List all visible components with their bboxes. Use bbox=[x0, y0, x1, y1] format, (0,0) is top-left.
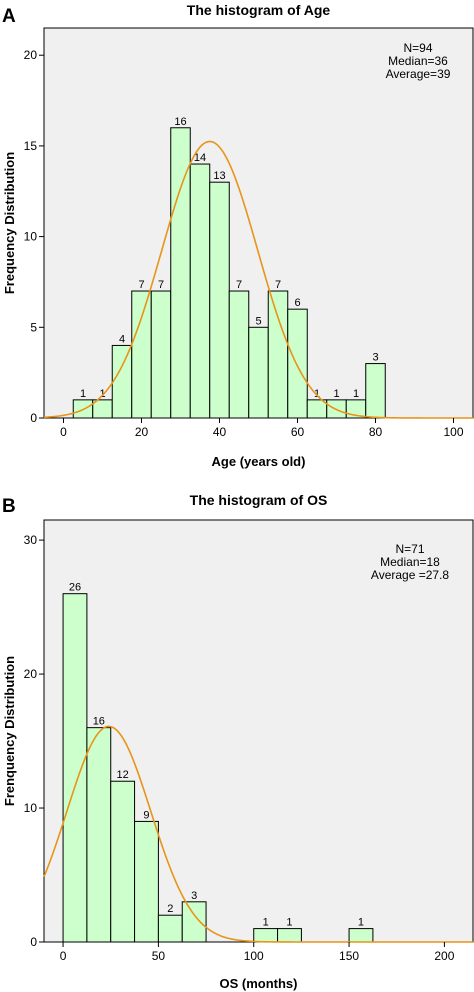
stats-annotation: N=94 bbox=[403, 41, 432, 55]
bar-value-label: 13 bbox=[213, 170, 225, 182]
bar-value-label: 4 bbox=[119, 333, 125, 345]
histogram-bar bbox=[365, 363, 386, 419]
x-tick-label: 150 bbox=[339, 949, 359, 963]
y-axis-label: Frenquency Distribution bbox=[2, 656, 17, 806]
y-tick-label: 15 bbox=[24, 139, 38, 153]
x-tick-label: 0 bbox=[60, 949, 67, 963]
bar-value-label: 7 bbox=[275, 279, 281, 291]
y-tick-label: 20 bbox=[24, 48, 38, 62]
y-tick-label: 10 bbox=[24, 801, 38, 815]
stats-annotation: Median=36 bbox=[388, 54, 448, 68]
x-tick-label: 40 bbox=[213, 425, 227, 439]
stats-annotation: Median=18 bbox=[380, 555, 440, 569]
normal-curve bbox=[43, 140, 473, 419]
stats-annotation: Average =27.8 bbox=[371, 568, 450, 582]
histogram-bar bbox=[86, 727, 112, 943]
panel-letter: B bbox=[2, 496, 16, 517]
bar-value-label: 26 bbox=[69, 582, 81, 594]
histogram-bar bbox=[248, 326, 269, 419]
bar-value-label: 2 bbox=[167, 903, 173, 915]
x-tick-label: 20 bbox=[135, 425, 149, 439]
y-tick-label: 0 bbox=[30, 411, 37, 425]
stats-annotation: Average=39 bbox=[386, 67, 451, 81]
normal-curve bbox=[43, 725, 473, 943]
x-tick-label: 50 bbox=[152, 949, 166, 963]
x-tick-label: 100 bbox=[244, 949, 264, 963]
bar-value-label: 1 bbox=[358, 917, 364, 929]
bar-value-label: 3 bbox=[372, 352, 378, 364]
histogram-bar bbox=[189, 163, 211, 419]
x-tick-label: 200 bbox=[434, 949, 454, 963]
panel-letter: A bbox=[2, 6, 16, 27]
x-tick-label: 0 bbox=[60, 425, 67, 439]
histogram-bar bbox=[348, 928, 374, 943]
chart-title: The histogram of Age bbox=[187, 2, 331, 18]
bar-value-label: 16 bbox=[93, 716, 105, 728]
bar-value-label: 16 bbox=[174, 116, 186, 128]
histogram-bar bbox=[181, 901, 207, 943]
histogram-bar bbox=[287, 308, 308, 419]
bar-value-label: 1 bbox=[80, 388, 86, 400]
histogram-bar bbox=[267, 290, 289, 419]
bar-value-label: 1 bbox=[99, 388, 105, 400]
histogram-bar bbox=[228, 290, 250, 419]
bar-value-label: 1 bbox=[263, 917, 269, 929]
histogram-bar bbox=[209, 181, 230, 419]
y-tick-label: 30 bbox=[24, 533, 38, 547]
y-tick-label: 20 bbox=[24, 667, 38, 681]
x-tick-label: 60 bbox=[291, 425, 305, 439]
histogram-bar bbox=[110, 780, 136, 943]
bar-value-label: 5 bbox=[255, 315, 261, 327]
histogram-bar bbox=[134, 820, 159, 943]
histogram-bar bbox=[62, 593, 88, 943]
histogram-bar bbox=[157, 914, 183, 943]
y-tick-label: 10 bbox=[24, 230, 38, 244]
bar-value-label: 7 bbox=[138, 279, 144, 291]
bar-value-label: 1 bbox=[333, 388, 339, 400]
bar-value-label: 6 bbox=[294, 297, 300, 309]
bar-value-label: 9 bbox=[143, 809, 149, 821]
bar-value-label: 1 bbox=[286, 917, 292, 929]
histogram-bar bbox=[111, 344, 133, 419]
bar-value-label: 1 bbox=[314, 388, 320, 400]
histogram-bar bbox=[150, 290, 172, 419]
bar-value-label: 14 bbox=[194, 152, 206, 164]
stats-annotation: N=71 bbox=[395, 542, 424, 556]
bar-value-label: 7 bbox=[236, 279, 242, 291]
bar-value-label: 12 bbox=[117, 769, 129, 781]
x-tick-label: 100 bbox=[443, 425, 463, 439]
histogram-bar bbox=[131, 290, 152, 419]
chart-title: The histogram of OS bbox=[190, 492, 328, 508]
y-axis-label: Frequency Distribution bbox=[2, 152, 17, 294]
bar-value-label: 1 bbox=[353, 388, 359, 400]
x-axis-label: Age (years old) bbox=[212, 454, 306, 469]
x-axis-label: OS (months) bbox=[220, 976, 298, 991]
bar-value-label: 3 bbox=[191, 890, 197, 902]
histogram-bar bbox=[277, 928, 302, 943]
y-tick-label: 5 bbox=[30, 320, 37, 334]
y-tick-label: 0 bbox=[30, 935, 37, 949]
x-tick-label: 80 bbox=[369, 425, 383, 439]
bar-value-label: 7 bbox=[158, 279, 164, 291]
histogram-bar bbox=[253, 928, 279, 943]
